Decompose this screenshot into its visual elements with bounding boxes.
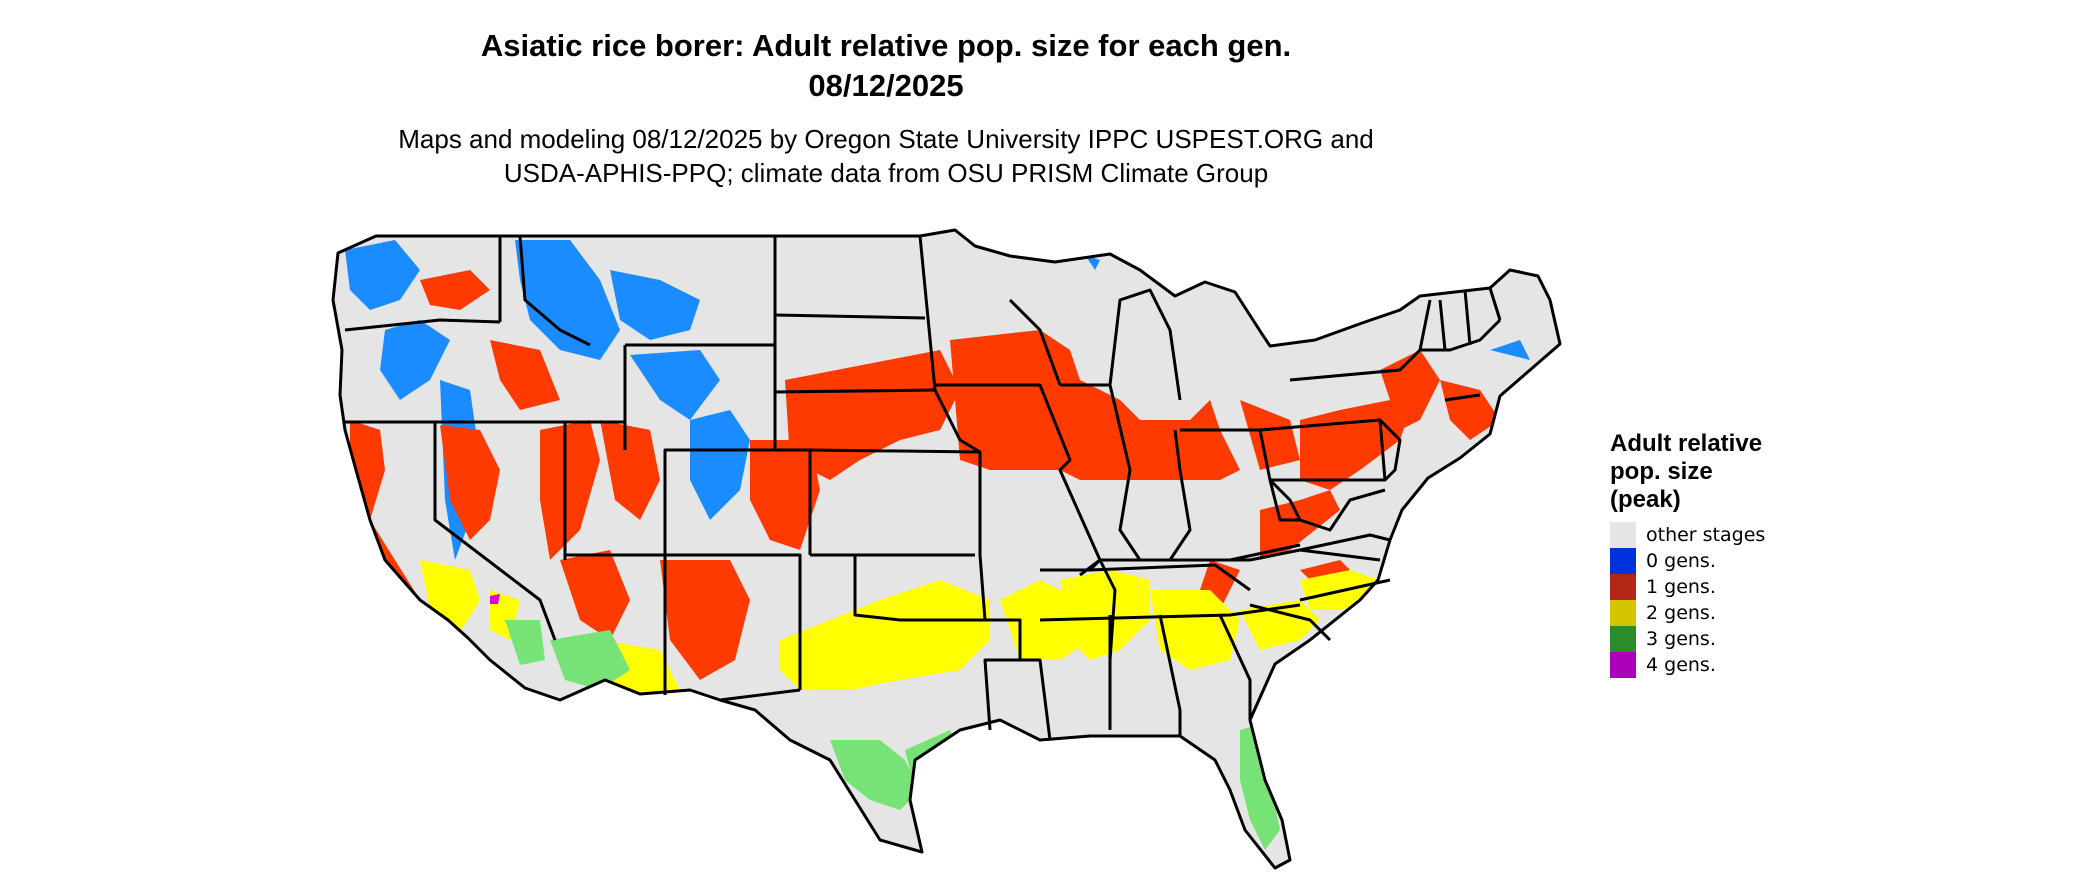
legend-label: other stages bbox=[1646, 524, 1766, 546]
legend-item-3-gens: 3 gens. bbox=[1610, 626, 1765, 652]
legend-title: Adult relative pop. size (peak) bbox=[1610, 430, 1765, 514]
legend-item-2-gens: 2 gens. bbox=[1610, 600, 1765, 626]
legend-swatch bbox=[1610, 600, 1636, 626]
land-area bbox=[333, 230, 1560, 868]
legend-swatch bbox=[1610, 626, 1636, 652]
legend-swatch bbox=[1610, 522, 1636, 548]
gen2-regions bbox=[420, 560, 1380, 700]
state-borders bbox=[331, 228, 1562, 870]
map-title: Asiatic rice borer: Adult relative pop. … bbox=[480, 28, 1292, 63]
gen1-regions bbox=[350, 270, 1500, 680]
legend-title-line: Adult relative bbox=[1610, 430, 1763, 457]
gen4-regions bbox=[490, 594, 500, 604]
legend-item-other-stages: other stages bbox=[1610, 522, 1765, 548]
legend-label: 2 gens. bbox=[1646, 602, 1716, 624]
legend-label: 4 gens. bbox=[1646, 654, 1716, 676]
legend-label: 3 gens. bbox=[1646, 628, 1716, 650]
map-subtitle-line-1: Maps and modeling 08/12/2025 by Oregon S… bbox=[398, 124, 1374, 154]
us-map bbox=[331, 228, 1562, 870]
map-subtitle-line-2: USDA-APHIS-PPQ; climate data from OSU PR… bbox=[503, 158, 1269, 188]
map-date: 08/12/2025 bbox=[808, 68, 964, 103]
legend-item-1-gens: 1 gens. bbox=[1610, 574, 1765, 600]
legend-title-line: (peak) bbox=[1610, 486, 1681, 513]
legend-title-line: pop. size bbox=[1610, 458, 1713, 485]
legend: Adult relative pop. size (peak) other st… bbox=[1610, 430, 1765, 678]
legend-swatch bbox=[1610, 652, 1636, 678]
legend-item-4-gens: 4 gens. bbox=[1610, 652, 1765, 678]
legend-swatch bbox=[1610, 574, 1636, 600]
legend-label: 0 gens. bbox=[1646, 550, 1716, 572]
us-outline bbox=[331, 228, 1562, 870]
legend-label: 1 gens. bbox=[1646, 576, 1716, 598]
legend-item-0-gens: 0 gens. bbox=[1610, 548, 1765, 574]
legend-swatch bbox=[1610, 548, 1636, 574]
